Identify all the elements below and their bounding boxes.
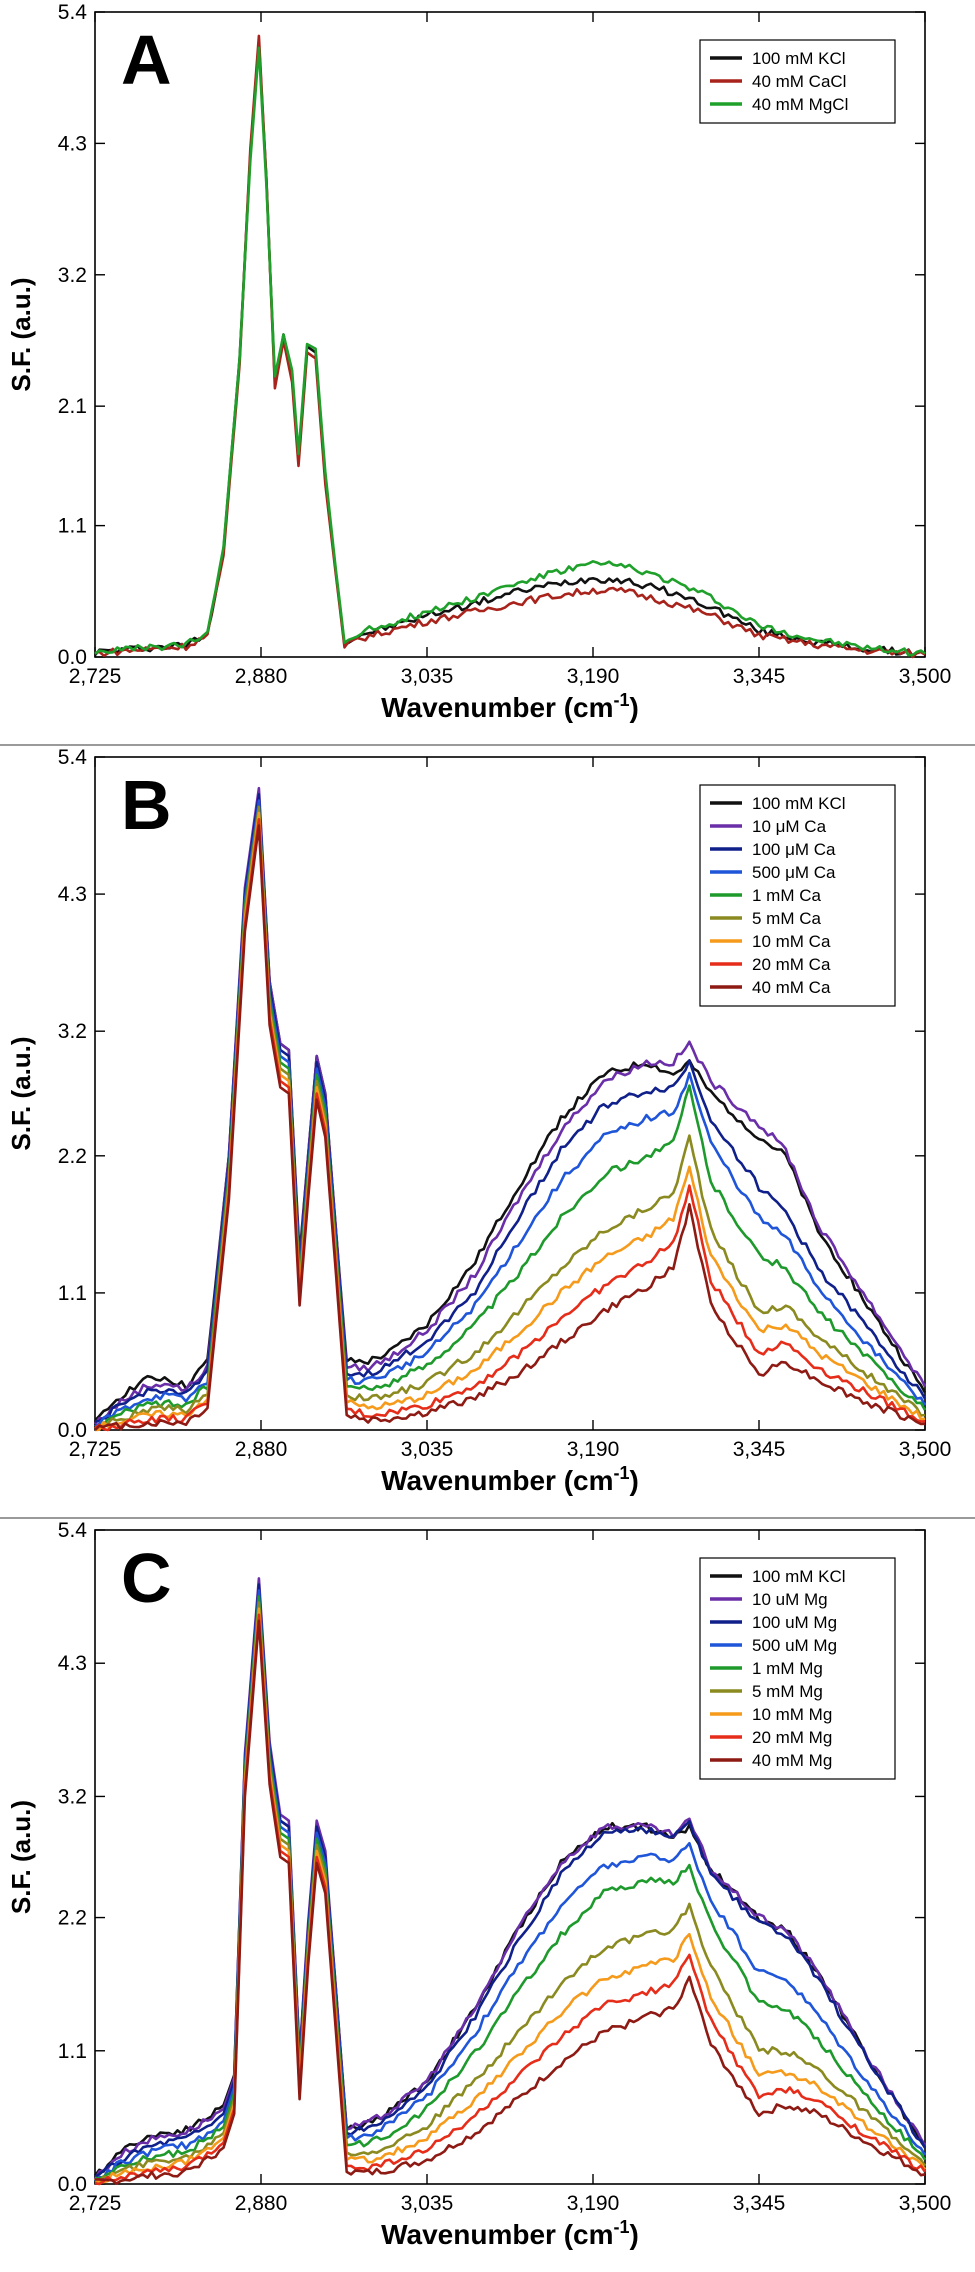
y-tick-label: 2.2	[58, 1145, 87, 1168]
y-tick-label: 2.1	[58, 395, 87, 418]
series-line-8	[94, 824, 926, 1431]
legend-entry: 40 mM CaCl	[752, 72, 846, 91]
y-axis-label: S.F. (a.u.)	[6, 1036, 36, 1150]
legend-entry: 100 mM KCl	[752, 49, 846, 68]
chart-panel-c: 2,725 2,880 3,035 3,190 3,345 3,500 0.0 1.1 2.2 3…	[6, 1519, 952, 2250]
legend-entry: 1 mM Mg	[752, 1659, 823, 1678]
x-tick-label: 3,500	[899, 1438, 952, 1461]
x-axis-label-text: Wavenumber (cm	[381, 2219, 613, 2250]
y-tick-label: 5.4	[58, 1, 88, 24]
legend-entry: 40 mM Mg	[752, 1751, 832, 1770]
x-axis-label-text: Wavenumber (cm	[381, 1465, 613, 1496]
y-tick-label: 0.0	[58, 646, 87, 669]
y-tick-label: 3.2	[58, 1020, 87, 1043]
x-axis-label: Wavenumber (cm-1)	[381, 690, 639, 723]
x-tick-label: 3,500	[899, 2192, 952, 2215]
x-axis-label: Wavenumber (cm-1)	[381, 2217, 639, 2250]
panel-letter: A	[121, 21, 172, 99]
y-tick-label: 1.1	[58, 1282, 87, 1305]
y-tick-label: 4.3	[58, 883, 87, 906]
y-tick-label: 4.3	[58, 132, 87, 155]
legend-entry: 40 mM Ca	[752, 978, 831, 997]
y-axis-label: S.F. (a.u.)	[6, 277, 36, 391]
x-tick-label: 2,725	[69, 665, 122, 688]
plot-frame	[94, 1529, 926, 2185]
x-tick-label: 3,035	[401, 665, 454, 688]
y-axis-label: S.F. (a.u.)	[6, 1800, 36, 1914]
y-tick-label: 5.4	[58, 1519, 88, 1542]
legend-entry: 10 uM Mg	[752, 1590, 828, 1609]
x-tick-label: 3,345	[733, 1438, 786, 1461]
x-tick-label: 2,880	[235, 2192, 288, 2215]
legend-entry: 5 mM Mg	[752, 1682, 823, 1701]
legend-entry: 10 μM Ca	[752, 817, 827, 836]
panel-separator-2	[0, 1517, 975, 1519]
legend-entry: 100 mM KCl	[752, 1567, 846, 1586]
legend-entry: 100 mM KCl	[752, 794, 846, 813]
legend-entry: 5 mM Ca	[752, 909, 822, 928]
x-axis-label: Wavenumber (cm-1)	[381, 1463, 639, 1496]
series-line-8	[95, 1619, 926, 2185]
legend-entry: 500 uM Mg	[752, 1636, 837, 1655]
x-axis-label-sup: -1	[614, 1463, 630, 1483]
x-axis-label-close: )	[630, 2219, 639, 2250]
chart-panel-b: 2,725 2,880 3,035 3,190 3,345 3,500 0.0 1.1 2.2 3…	[6, 746, 952, 1496]
x-tick-label: 2,880	[235, 1438, 288, 1461]
x-axis-label-sup: -1	[614, 2217, 630, 2237]
y-tick-label: 1.1	[58, 515, 87, 538]
legend-entry: 10 mM Ca	[752, 932, 831, 951]
y-tick-label: 0.0	[58, 1419, 87, 1442]
legend-entry: 20 mM Ca	[752, 955, 831, 974]
y-tick-label: 4.3	[58, 1652, 87, 1675]
panel-letter: B	[121, 766, 172, 844]
series-line-2	[94, 46, 926, 657]
legend-entry: 100 uM Mg	[752, 1613, 837, 1632]
panel-separator-1	[0, 744, 975, 746]
legend-entry: 40 mM MgCl	[752, 95, 848, 114]
x-tick-label: 3,190	[567, 665, 620, 688]
legend-entry: 100 μM Ca	[752, 840, 836, 859]
y-tick-label: 5.4	[58, 746, 88, 769]
y-tick-label: 0.0	[58, 2173, 87, 2196]
chart-panel-a: 2,725 2,880 3,035 3,190 3,345 3,500 0.0 1.1 2.1 3…	[6, 1, 952, 723]
legend-entry: 1 mM Ca	[752, 886, 822, 905]
x-axis-label-text: Wavenumber (cm	[381, 692, 613, 723]
y-tick-label: 1.1	[58, 2040, 87, 2063]
x-axis-label-sup: -1	[614, 690, 630, 710]
y-tick-label: 3.2	[58, 1785, 87, 1808]
legend-entry: 10 mM Mg	[752, 1705, 832, 1724]
y-tick-label: 3.2	[58, 264, 87, 287]
x-tick-label: 3,035	[401, 2192, 454, 2215]
panel-letter: C	[121, 1539, 172, 1617]
x-tick-label: 3,500	[899, 665, 952, 688]
y-tick-label: 2.2	[58, 1907, 87, 1930]
x-tick-label: 3,190	[567, 1438, 620, 1461]
x-tick-label: 3,345	[733, 2192, 786, 2215]
plot-frame	[94, 756, 926, 1431]
x-tick-label: 2,725	[69, 2192, 122, 2215]
x-tick-label: 2,880	[235, 665, 288, 688]
x-tick-label: 3,190	[567, 2192, 620, 2215]
plot-frame	[94, 11, 926, 658]
legend-entry: 20 mM Mg	[752, 1728, 832, 1747]
x-tick-label: 2,725	[69, 1438, 122, 1461]
x-tick-label: 3,035	[401, 1438, 454, 1461]
x-axis-label-close: )	[630, 692, 639, 723]
legend-entry: 500 μM Ca	[752, 863, 836, 882]
x-axis-label-close: )	[630, 1465, 639, 1496]
x-tick-label: 3,345	[733, 665, 786, 688]
